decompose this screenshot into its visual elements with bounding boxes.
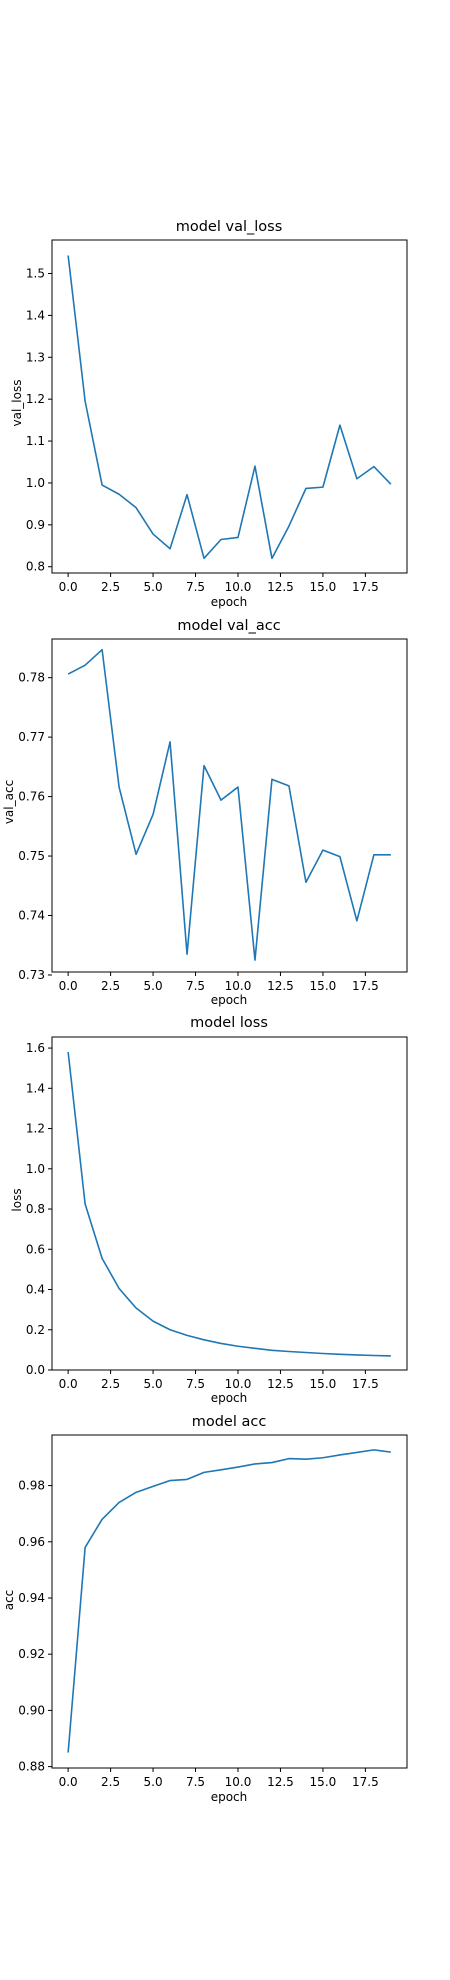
x-tick-label: 2.5	[101, 1377, 120, 1391]
x-tick-label: 0.0	[59, 1377, 78, 1391]
y-axis-label: loss	[10, 1188, 24, 1211]
y-tick-label: 0.73	[18, 968, 45, 982]
x-tick-label: 7.5	[186, 1377, 205, 1391]
y-tick-label: 1.1	[26, 434, 45, 448]
x-tick-label: 5.0	[144, 580, 163, 594]
y-axis-label: val_acc	[2, 780, 16, 824]
x-tick-label: 7.5	[186, 1775, 205, 1789]
x-tick-label: 15.0	[310, 1775, 337, 1789]
y-tick-label: 1.4	[26, 308, 45, 322]
y-tick-label: 0.74	[18, 909, 45, 923]
x-tick-label: 2.5	[101, 1775, 120, 1789]
x-tick-label: 17.5	[352, 1775, 379, 1789]
y-tick-label: 1.0	[26, 1162, 45, 1176]
y-tick-label: 1.6	[26, 1041, 45, 1055]
x-tick-label: 12.5	[267, 580, 294, 594]
y-tick-label: 0.4	[26, 1283, 45, 1297]
y-tick-label: 0.90	[18, 1703, 45, 1717]
chart-title: model loss	[190, 1015, 268, 1031]
y-tick-label: 0.96	[18, 1535, 45, 1549]
x-tick-label: 5.0	[144, 1775, 163, 1789]
y-tick-label: 0.76	[18, 790, 45, 804]
y-tick-label: 0.92	[18, 1647, 45, 1661]
x-tick-label: 7.5	[186, 580, 205, 594]
y-tick-label: 0.0	[26, 1363, 45, 1377]
y-tick-label: 0.6	[26, 1242, 45, 1256]
x-tick-label: 7.5	[186, 979, 205, 993]
x-tick-label: 0.0	[59, 979, 78, 993]
y-tick-label: 0.9	[26, 518, 45, 532]
x-tick-label: 15.0	[310, 979, 337, 993]
x-tick-label: 17.5	[352, 580, 379, 594]
x-axis-label: epoch	[211, 595, 248, 609]
x-tick-label: 2.5	[101, 979, 120, 993]
y-tick-label: 0.98	[18, 1479, 45, 1493]
x-tick-label: 5.0	[144, 979, 163, 993]
y-tick-label: 0.94	[18, 1591, 45, 1605]
y-tick-label: 0.78	[18, 671, 45, 685]
y-tick-label: 1.2	[26, 392, 45, 406]
chart-title: model val_loss	[176, 219, 283, 235]
x-tick-label: 10.0	[225, 1775, 252, 1789]
x-tick-label: 12.5	[267, 979, 294, 993]
x-tick-label: 10.0	[225, 580, 252, 594]
y-tick-label: 0.75	[18, 849, 45, 863]
x-tick-label: 12.5	[267, 1377, 294, 1391]
y-tick-label: 0.8	[26, 560, 45, 574]
x-axis-label: epoch	[211, 993, 248, 1007]
y-axis-label: acc	[2, 1590, 16, 1611]
x-tick-label: 0.0	[59, 580, 78, 594]
x-tick-label: 12.5	[267, 1775, 294, 1789]
y-tick-label: 1.5	[26, 267, 45, 281]
y-tick-label: 0.2	[26, 1323, 45, 1337]
x-tick-label: 17.5	[352, 979, 379, 993]
y-tick-label: 1.4	[26, 1081, 45, 1095]
x-tick-label: 10.0	[225, 1377, 252, 1391]
y-tick-label: 1.2	[26, 1122, 45, 1136]
y-tick-label: 0.8	[26, 1202, 45, 1216]
x-tick-label: 2.5	[101, 580, 120, 594]
x-axis-label: epoch	[211, 1790, 248, 1804]
chart-title: model acc	[192, 1414, 267, 1430]
y-axis-label: val_loss	[10, 380, 24, 427]
y-tick-label: 1.3	[26, 350, 45, 364]
x-tick-label: 15.0	[310, 580, 337, 594]
x-tick-label: 0.0	[59, 1775, 78, 1789]
x-axis-label: epoch	[211, 1391, 248, 1405]
x-tick-label: 5.0	[144, 1377, 163, 1391]
y-tick-label: 1.0	[26, 476, 45, 490]
y-tick-label: 0.77	[18, 730, 45, 744]
x-tick-label: 15.0	[310, 1377, 337, 1391]
x-tick-label: 10.0	[225, 979, 252, 993]
x-tick-label: 17.5	[352, 1377, 379, 1391]
y-tick-label: 0.88	[18, 1760, 45, 1774]
chart-title: model val_acc	[177, 618, 280, 634]
